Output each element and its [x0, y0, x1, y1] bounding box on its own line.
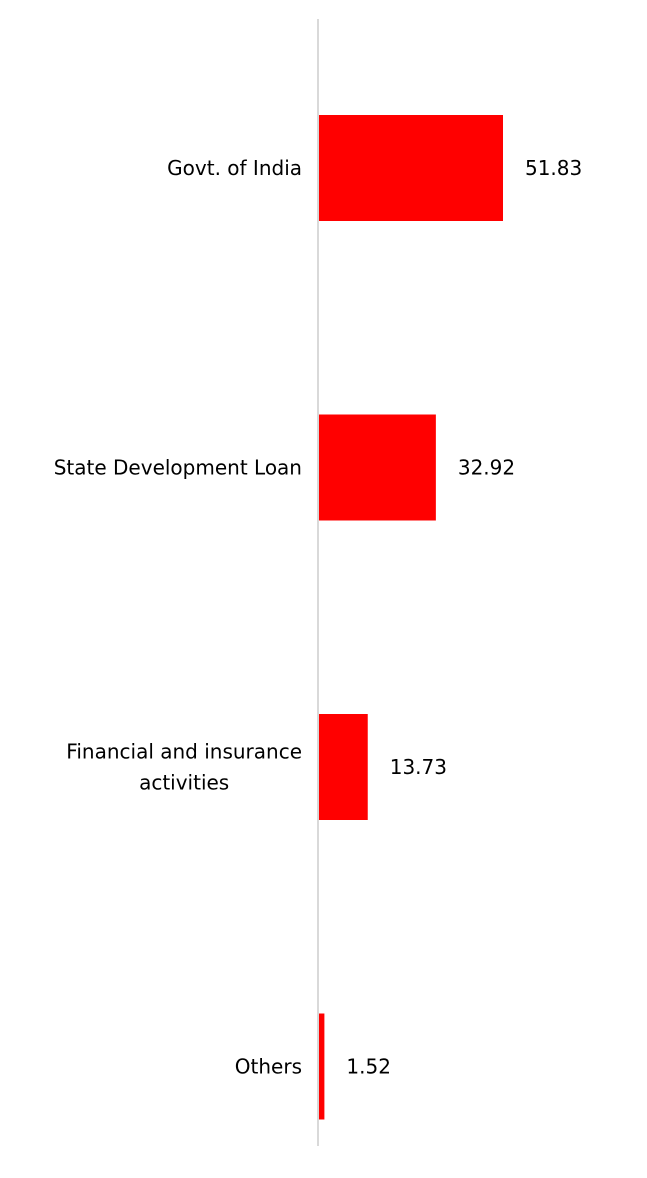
category-label-3: Others — [235, 1055, 302, 1079]
value-labels-group: 51.83 32.92 13.73 1.52 — [346, 156, 582, 1079]
bars-group — [319, 115, 503, 1120]
category-label-1: State Development Loan — [54, 456, 302, 480]
value-label-0: 51.83 — [525, 156, 582, 180]
value-label-3: 1.52 — [346, 1055, 391, 1079]
category-label-2-line-1: activities — [139, 771, 229, 795]
category-label-2-line-0: Financial and insurance — [66, 740, 302, 764]
bar-2 — [319, 714, 368, 820]
value-label-2: 13.73 — [390, 755, 447, 779]
value-label-1: 32.92 — [458, 456, 515, 480]
bar-0 — [319, 115, 503, 221]
category-label-2: Financial and insurance activities — [66, 740, 302, 795]
category-labels-group: Govt. of India State Development Loan Fina… — [54, 156, 302, 1079]
bar-1 — [319, 414, 436, 521]
bar-3 — [319, 1013, 325, 1120]
category-label-0: Govt. of India — [167, 156, 302, 180]
